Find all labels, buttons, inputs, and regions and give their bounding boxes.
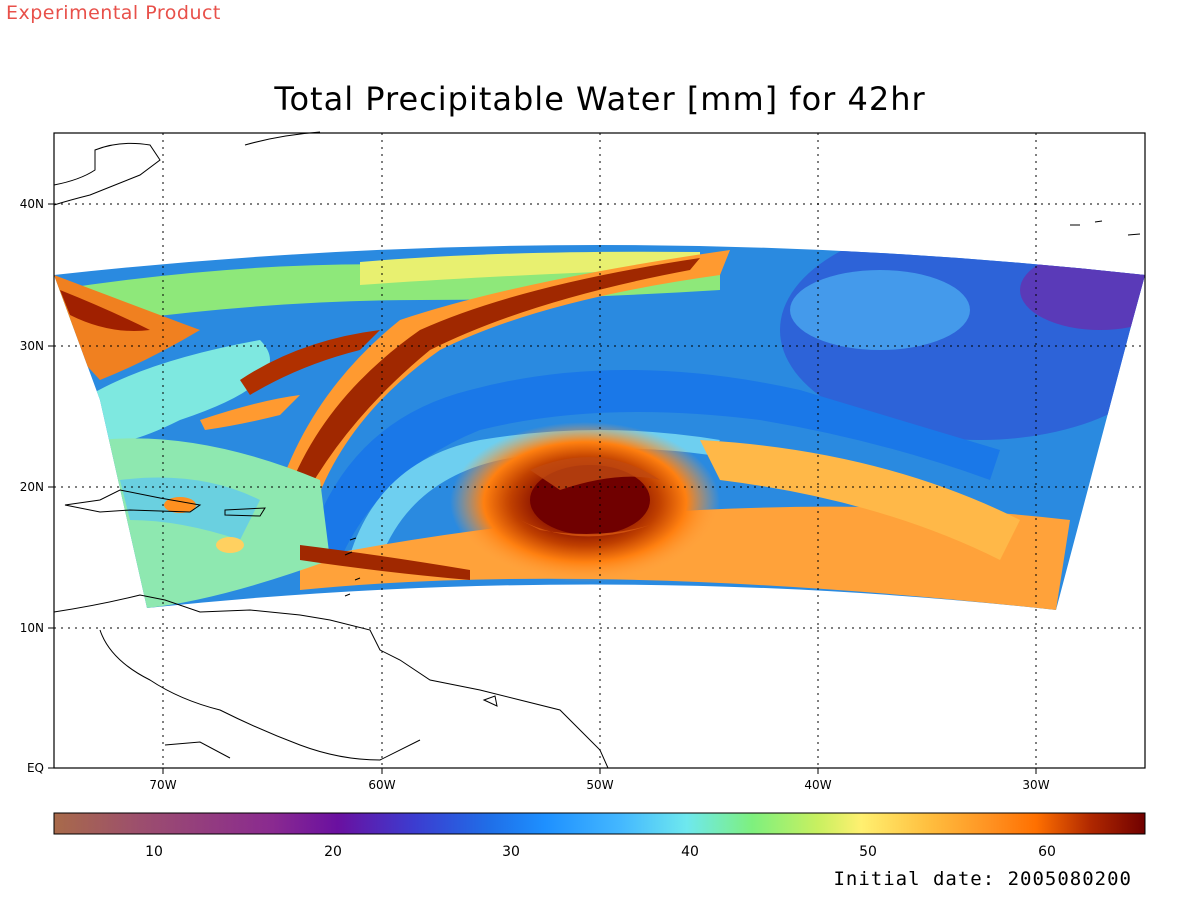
map-title: Total Precipitable Water [mm] for 42hr: [274, 80, 926, 118]
colorbar-tick-60: 60: [1038, 844, 1056, 860]
lon-label-30w: 30W: [1022, 778, 1049, 792]
lat-label-eq: EQ: [27, 761, 44, 775]
lat-label-20n: 20N: [20, 480, 44, 494]
initial-date-label: Initial date: 2005080200: [833, 868, 1132, 890]
colorbar-tick-20: 20: [324, 844, 342, 860]
lat-label-30n: 30N: [20, 339, 44, 353]
lon-label-50w: 50W: [586, 778, 613, 792]
precipitable-water-field: [54, 245, 1145, 610]
lat-label-10n: 10N: [20, 621, 44, 635]
colorbar-tick-50: 50: [859, 844, 877, 860]
colorbar-gradient: [53, 812, 1146, 835]
latitude-axis: 40N 30N 20N 10N EQ: [20, 197, 54, 775]
colorbar-tick-10: 10: [145, 844, 163, 860]
colorbar-tick-30: 30: [502, 844, 520, 860]
lon-label-70w: 70W: [149, 778, 176, 792]
experimental-product-label: Experimental Product: [6, 2, 221, 24]
lon-label-60w: 60W: [368, 778, 395, 792]
lat-label-40n: 40N: [20, 197, 44, 211]
colorbar: 10 20 30 40 50 60: [53, 812, 1146, 860]
longitude-axis: 70W 60W 50W 40W 30W: [149, 768, 1050, 792]
lon-label-40w: 40W: [804, 778, 831, 792]
coastlines: [53, 131, 1141, 769]
graticule: [54, 133, 1145, 768]
colorbar-tick-40: 40: [681, 844, 699, 860]
